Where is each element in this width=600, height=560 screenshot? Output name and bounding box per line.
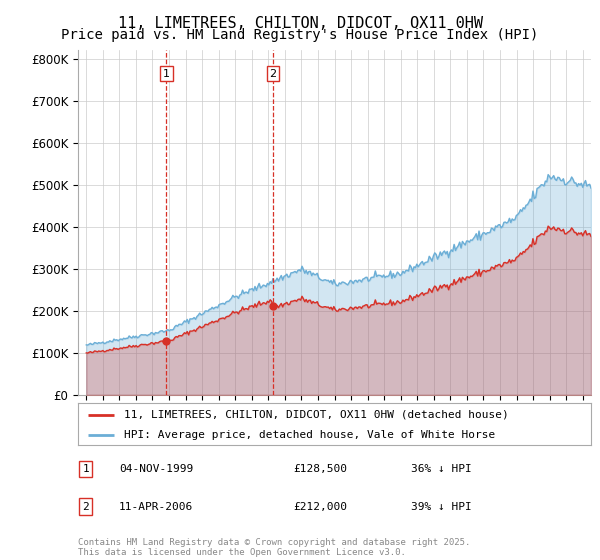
Text: £128,500: £128,500 (293, 464, 347, 474)
Text: 1: 1 (82, 464, 89, 474)
Text: 2: 2 (269, 68, 277, 78)
Text: Price paid vs. HM Land Registry's House Price Index (HPI): Price paid vs. HM Land Registry's House … (61, 28, 539, 42)
Text: HPI: Average price, detached house, Vale of White Horse: HPI: Average price, detached house, Vale… (124, 430, 496, 440)
Text: Contains HM Land Registry data © Crown copyright and database right 2025.
This d: Contains HM Land Registry data © Crown c… (78, 538, 470, 557)
Text: 36% ↓ HPI: 36% ↓ HPI (412, 464, 472, 474)
Text: 11, LIMETREES, CHILTON, DIDCOT, OX11 0HW (detached house): 11, LIMETREES, CHILTON, DIDCOT, OX11 0HW… (124, 410, 509, 420)
Text: 11, LIMETREES, CHILTON, DIDCOT, OX11 0HW: 11, LIMETREES, CHILTON, DIDCOT, OX11 0HW (118, 16, 482, 31)
Text: 39% ↓ HPI: 39% ↓ HPI (412, 502, 472, 512)
Text: 04-NOV-1999: 04-NOV-1999 (119, 464, 193, 474)
Text: 2: 2 (82, 502, 89, 512)
Text: £212,000: £212,000 (293, 502, 347, 512)
Text: 1: 1 (163, 68, 170, 78)
Text: 11-APR-2006: 11-APR-2006 (119, 502, 193, 512)
